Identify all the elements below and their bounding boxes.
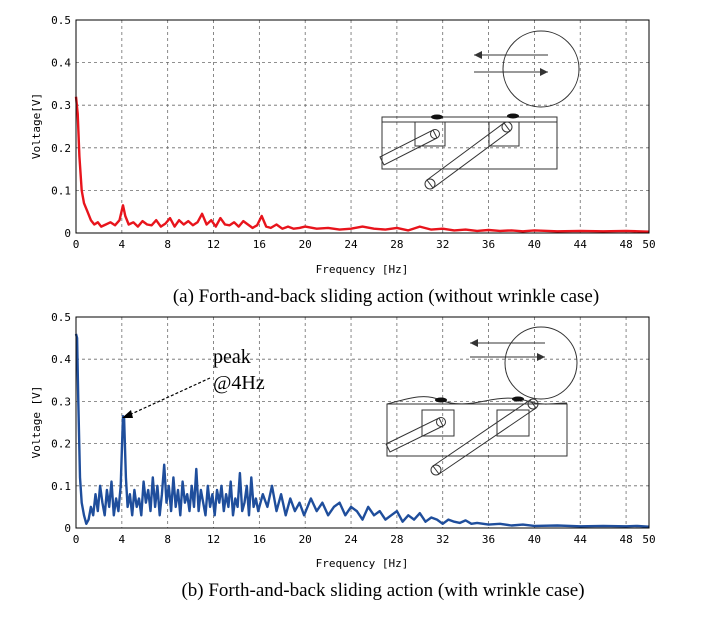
right-arrow-head-icon: [540, 68, 548, 76]
x-tick-label-b-3: 12: [207, 533, 220, 546]
y-tick-label-a-4: 0.4: [51, 57, 71, 70]
roller-circle-icon: [502, 30, 580, 108]
base-block-icon: [386, 403, 568, 457]
panel-b: 00.10.20.30.40.5 0 4 8 12 16 20 24 28 32 36 40 44 48…: [30, 311, 656, 601]
finger-left-icon: [385, 417, 444, 453]
y-axis-label-a: Voltage[V]: [30, 93, 43, 159]
y-tick-label-a-1: 0.1: [51, 184, 71, 197]
caption-b: (b) Forth-and-back sliding action (with …: [181, 580, 584, 601]
y-ticks-a: 0 0.1 0.2 0.3 0.4 0.5: [51, 14, 71, 240]
x-tick-label-a-5: 20: [299, 238, 312, 251]
sensor-box-right-icon: [488, 121, 520, 147]
finger-tip-right-icon: [527, 398, 539, 410]
x-axis-label-a: Frequency [Hz]: [316, 263, 409, 276]
finger-right-icon: [432, 399, 537, 475]
y-ticks-b: 0 0.1 0.2 0.3 0.4 0.5: [51, 311, 71, 535]
y-tick-label-b-5: 0.5: [51, 311, 71, 324]
sensor-box-right-icon: [496, 409, 530, 437]
x-tick-label-b-2: 8: [164, 533, 171, 546]
y-tick-label-a-3: 0.3: [51, 99, 71, 112]
sensor-box-left-icon: [421, 409, 455, 437]
x-tick-label-b-6: 24: [344, 533, 358, 546]
x-tick-label-a-11: 44: [574, 238, 588, 251]
x-tick-label-a-10: 40: [528, 238, 541, 251]
y-tick-label-b-0: 0: [64, 522, 71, 535]
x-axis-label-b: Frequency [Hz]: [316, 557, 409, 570]
finger-tip-left-icon: [430, 129, 440, 139]
x-tick-label-a-6: 24: [344, 238, 358, 251]
y-tick-label-b-1: 0.1: [51, 480, 71, 493]
base-block-icon: [381, 116, 558, 170]
x-tick-label-b-13: 50: [642, 533, 655, 546]
x-tick-label-b-8: 32: [436, 533, 449, 546]
x-tick-label-a-12: 48: [619, 238, 632, 251]
peak-annotation-line2: @4Hz: [213, 372, 265, 394]
left-arrow-head-icon: [474, 51, 482, 59]
y-tick-label-a-5: 0.5: [51, 14, 71, 27]
x-ticks-b: 0 4 8 12 16 20 24 28 32 36 40 44 48 50: [73, 533, 656, 546]
x-tick-label-b-1: 4: [119, 533, 126, 546]
peak-annotation-line1: peak: [213, 346, 251, 368]
contact-mark-right-icon: [507, 113, 519, 119]
x-tick-label-b-10: 40: [528, 533, 541, 546]
roller-circle-icon: [504, 326, 578, 400]
x-tick-label-b-0: 0: [73, 533, 80, 546]
x-tick-label-a-3: 12: [207, 238, 220, 251]
panel-a: 00.10.20.30.40.5 0 4 8 12 16 20 24 28 32 36 40 44 48…: [30, 14, 656, 307]
series-line-a: [74, 96, 650, 233]
x-tick-label-a-2: 8: [164, 238, 171, 251]
wrinkled-surface-icon: [386, 396, 568, 405]
sliding-sketch-b: [385, 326, 578, 476]
contact-mark-left-icon: [431, 114, 443, 120]
finger-base-right-icon: [430, 464, 442, 476]
x-tick-label-a-0: 0: [73, 238, 80, 251]
y-tick-label-b-2: 0.2: [51, 438, 71, 451]
contact-mark-right-icon: [512, 396, 524, 402]
x-tick-label-a-4: 16: [253, 238, 266, 251]
y-tick-label-b-3: 0.3: [51, 395, 71, 408]
x-tick-label-a-9: 36: [482, 238, 495, 251]
x-tick-label-b-9: 36: [482, 533, 495, 546]
plot-frame-b: [75, 316, 650, 529]
plot-frame-a: [75, 19, 650, 234]
x-tick-label-a-7: 28: [390, 238, 403, 251]
x-tick-label-b-5: 20: [299, 533, 312, 546]
caption-a: (a) Forth-and-back sliding action (witho…: [173, 286, 599, 307]
series-line-b: [74, 333, 650, 528]
sliding-sketch-a: [379, 30, 580, 190]
y-tick-label-a-2: 0.2: [51, 142, 71, 155]
x-tick-label-b-7: 28: [390, 533, 403, 546]
x-tick-label-a-1: 4: [119, 238, 126, 251]
peak-arrow-icon: [126, 377, 211, 417]
x-tick-label-b-12: 48: [619, 533, 632, 546]
y-axis-label-b: Voltage [V]: [30, 386, 43, 459]
left-arrow-head-icon: [470, 339, 478, 347]
x-tick-label-a-8: 32: [436, 238, 449, 251]
y-tick-label-a-0: 0: [64, 227, 71, 240]
right-arrow-head-icon: [537, 353, 545, 361]
finger-tip-right-icon: [501, 121, 513, 133]
x-tick-label-b-4: 16: [253, 533, 266, 546]
finger-tip-left-icon: [436, 417, 446, 427]
x-tick-label-a-13: 50: [642, 238, 655, 251]
x-tick-label-b-11: 44: [574, 533, 588, 546]
sensor-box-left-icon: [414, 121, 446, 147]
finger-base-right-icon: [424, 178, 436, 190]
grid-a: [76, 20, 649, 233]
x-ticks-a: 0 4 8 12 16 20 24 28 32 36 40 44 48 50: [73, 238, 656, 251]
peak-annotation: peak @4Hz: [122, 346, 265, 418]
contact-mark-left-icon: [435, 397, 447, 403]
peak-arrow-head-icon: [122, 410, 133, 418]
y-tick-label-b-4: 0.4: [51, 353, 71, 366]
